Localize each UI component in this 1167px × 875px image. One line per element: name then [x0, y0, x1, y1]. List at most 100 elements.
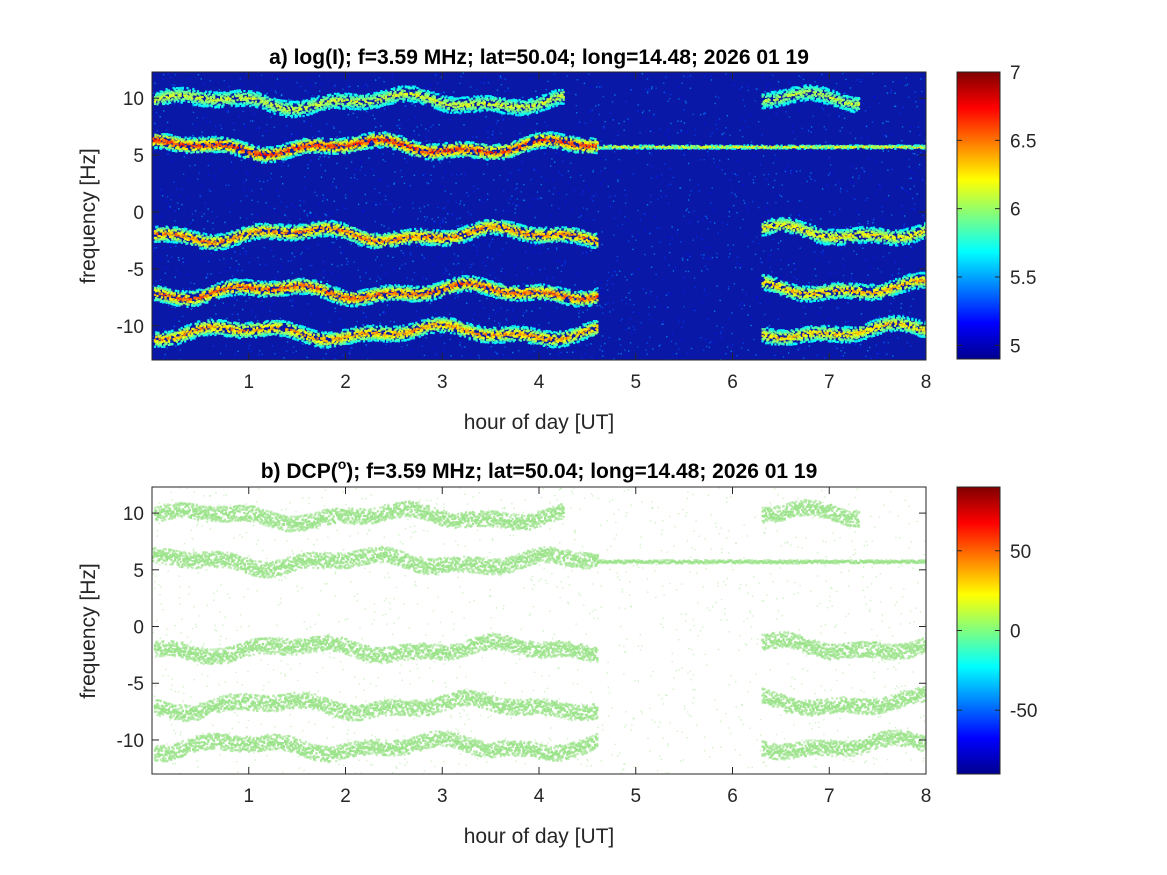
panel-a-noise-speck	[168, 204, 170, 207]
panel-a-band-mark	[317, 108, 320, 111]
panel-a-band-mark	[535, 110, 539, 113]
panel-a-band-mark	[182, 140, 185, 143]
panel-a-band-mark	[432, 99, 435, 102]
panel-a-band-mark	[250, 146, 253, 149]
panel-a-noise-speck	[706, 247, 708, 249]
panel-a-noise-speck	[228, 184, 230, 186]
panel-a-band-mark	[204, 140, 207, 143]
panel-a-noise-speck	[742, 99, 745, 101]
panel-a-band-mark	[489, 95, 492, 98]
panel-a-noise-speck	[702, 257, 705, 259]
panel-a-band-mark	[297, 108, 301, 112]
panel-a-band-mark	[238, 97, 241, 100]
panel-a-band-mark	[166, 89, 169, 92]
panel-a-noise-speck	[766, 207, 768, 210]
panel-a-noise-speck	[621, 299, 623, 302]
panel-a-band-mark	[379, 98, 382, 101]
panel-a-noise-speck	[271, 89, 273, 91]
panel-a-band-mark	[177, 137, 180, 140]
panel-a-noise-speck	[861, 167, 863, 169]
panel-a-band-mark	[278, 99, 281, 102]
panel-a-noise-speck	[651, 87, 653, 90]
panel-a-noise-speck	[857, 177, 860, 180]
panel-a-band-mark	[181, 86, 184, 89]
panel-a-noise-speck	[706, 345, 708, 348]
panel-a-noise-speck	[586, 208, 588, 210]
panel-a-noise-speck	[706, 217, 708, 220]
panel-a-noise-speck	[165, 199, 167, 202]
panel-a-band-mark	[250, 93, 253, 97]
panel-a-band-mark	[219, 143, 222, 146]
panel-a-noise-speck	[194, 164, 196, 166]
panel-a-noise-speck	[359, 169, 361, 171]
panel-a-band-mark	[375, 93, 378, 96]
panel-a-noise-speck	[173, 139, 175, 141]
panel-a-noise-speck	[881, 161, 883, 163]
panel-a-noise-speck	[345, 207, 347, 210]
panel-a-band-mark	[214, 102, 217, 105]
panel-a-band-mark	[190, 146, 193, 149]
panel-a-band-mark	[226, 149, 229, 152]
panel-a-noise-speck	[460, 173, 463, 175]
panel-a-band-mark	[220, 146, 223, 149]
panel-a-band-mark	[267, 104, 270, 107]
panel-a-noise-speck	[558, 171, 560, 174]
panel-a-noise-speck	[608, 277, 611, 280]
panel-a-noise-speck	[454, 297, 456, 299]
panel-a-band-mark	[405, 93, 409, 96]
panel-a-noise-speck	[169, 243, 171, 246]
panel-a-noise-speck	[263, 246, 265, 249]
panel-a-band-mark	[410, 92, 413, 95]
panel-a-band-mark	[235, 140, 238, 143]
panel-a-noise-speck	[883, 341, 885, 344]
panel-a-band-mark	[371, 105, 374, 108]
panel-a-noise-speck	[841, 113, 844, 115]
panel-a-noise-speck	[493, 329, 496, 332]
panel-a-band-mark	[191, 145, 194, 148]
panel-a-band-mark	[243, 104, 246, 107]
panel-a-band-mark	[220, 145, 223, 148]
panel-a-band-mark	[224, 100, 227, 103]
panel-a-band-mark	[554, 99, 557, 102]
panel-a-noise-speck	[581, 193, 583, 196]
panel-a-noise-speck	[183, 154, 186, 156]
panel-a-noise-speck	[161, 195, 164, 197]
panel-a-noise-speck	[328, 321, 331, 323]
panel-a-noise-speck	[743, 199, 745, 201]
panel-a-noise-speck	[719, 159, 721, 162]
panel-a-band-mark	[359, 105, 362, 108]
panel-a-band-mark	[234, 90, 237, 93]
panel-a-noise-speck	[509, 172, 512, 174]
panel-a-noise-speck	[410, 348, 412, 351]
panel-a-noise-speck	[194, 210, 197, 212]
panel-a-noise-speck	[687, 76, 689, 78]
panel-a-band-mark	[562, 91, 565, 94]
panel-a-band-mark	[191, 141, 194, 144]
panel-a-noise-speck	[759, 257, 762, 260]
panel-a-noise-speck	[578, 316, 580, 318]
panel-a-noise-speck	[251, 311, 254, 313]
panel-a-noise-speck	[536, 191, 539, 193]
panel-a-noise-speck	[560, 280, 562, 283]
panel-a-band-mark	[389, 98, 392, 102]
panel-a-noise-speck	[497, 279, 500, 281]
panel-a-noise-speck	[742, 127, 744, 129]
panel-a-band-mark	[291, 145, 294, 148]
panel-a-noise-speck	[345, 167, 348, 170]
panel-a-noise-speck	[473, 185, 475, 187]
panel-a-noise-speck	[179, 358, 182, 360]
panel-a-band-mark	[256, 146, 259, 149]
panel-a-noise-speck	[767, 183, 770, 186]
panel-a-band-mark	[256, 102, 259, 106]
panel-a-noise-speck	[747, 89, 750, 92]
panel-a-band-mark	[256, 104, 259, 107]
panel-a-noise-speck	[708, 342, 711, 344]
panel-a-noise-speck	[770, 249, 772, 251]
panel-a-noise-speck	[645, 88, 647, 90]
panel-a-noise-speck	[475, 246, 478, 248]
panel-a-noise-speck	[574, 284, 576, 286]
panel-a-band-mark	[483, 105, 486, 108]
panel-a-noise-speck	[810, 172, 812, 174]
panel-a-band-mark	[244, 96, 247, 99]
panel-a-noise-speck	[878, 315, 881, 317]
